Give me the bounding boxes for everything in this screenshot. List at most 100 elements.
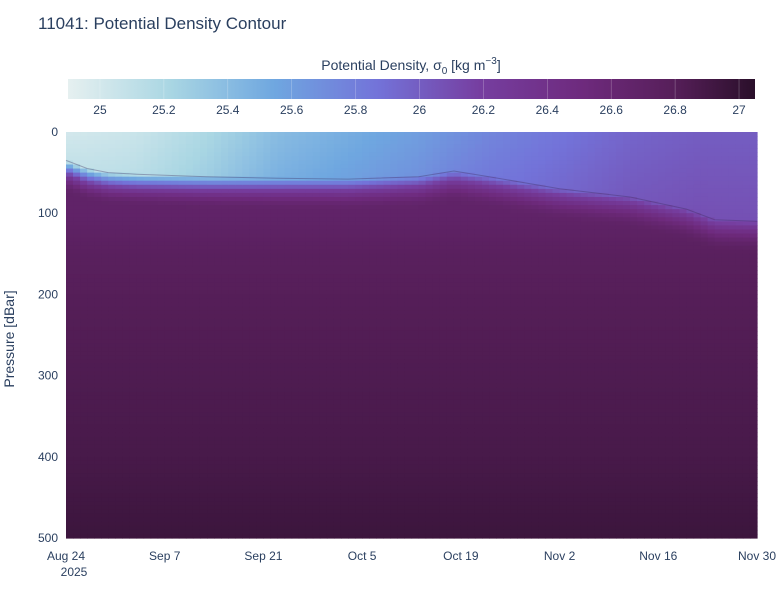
heatmap-cell [122, 428, 131, 434]
heatmap-cell [263, 485, 272, 490]
heatmap-cell [207, 213, 215, 218]
heatmap-cell [298, 367, 307, 373]
heatmap-cell [228, 270, 236, 275]
heatmap-cell [291, 473, 300, 478]
heatmap-cell [355, 172, 363, 178]
heatmap-cell [214, 412, 222, 417]
heatmap-cell [108, 493, 116, 498]
heatmap-cell [298, 196, 307, 202]
heatmap-cell [242, 225, 250, 231]
heatmap-cell [397, 464, 406, 470]
heatmap-cell [333, 192, 342, 198]
heatmap-cell [284, 481, 293, 486]
heatmap-cell [235, 489, 243, 494]
heatmap-cell [221, 335, 229, 340]
heatmap-cell [150, 375, 159, 381]
heatmap-cell [80, 306, 88, 312]
heatmap-cell [333, 188, 342, 194]
heatmap-cell [305, 132, 314, 137]
heatmap-cell [263, 367, 272, 373]
heatmap-cell [66, 367, 74, 373]
heatmap-cell [376, 521, 384, 527]
heatmap-cell [348, 432, 356, 438]
heatmap-cell [326, 468, 335, 474]
heatmap-cell [87, 481, 95, 486]
heatmap-cell [404, 201, 413, 206]
heatmap-cell [108, 241, 116, 247]
heatmap-cell [171, 513, 180, 519]
heatmap-cell [94, 424, 102, 429]
heatmap-cell [150, 367, 159, 373]
heatmap-cell [270, 184, 279, 190]
heatmap-cell [355, 521, 363, 527]
heatmap-cell [348, 420, 356, 425]
heatmap-cell [150, 395, 159, 401]
heatmap-cell [411, 261, 420, 267]
heatmap-cell [80, 343, 88, 348]
heatmap-cell [199, 164, 208, 170]
heatmap-cell [192, 464, 201, 470]
heatmap-cell [383, 505, 391, 511]
heatmap-cell [340, 379, 349, 385]
heatmap-cell [178, 339, 187, 344]
heatmap-cell [326, 481, 335, 486]
heatmap-cell [73, 237, 81, 243]
heatmap-cell [277, 180, 286, 186]
heatmap-cell [171, 339, 180, 344]
heatmap-cell [136, 314, 145, 320]
heatmap-cell [390, 497, 398, 503]
heatmap-cell [108, 168, 116, 174]
heatmap-cell [242, 286, 250, 291]
heatmap-cell [199, 209, 208, 214]
heatmap-cell [277, 448, 286, 454]
heatmap-cell [73, 497, 81, 503]
heatmap-cell [129, 456, 138, 462]
heatmap-cell [404, 229, 413, 235]
heatmap-cell [87, 399, 95, 405]
heatmap-cell [333, 164, 342, 170]
heatmap-cell [383, 525, 391, 531]
heatmap-cell [305, 278, 314, 283]
heatmap-cell [87, 265, 95, 271]
heatmap-cell [263, 180, 272, 186]
heatmap-cell [263, 412, 272, 417]
heatmap-cell [242, 302, 250, 308]
heatmap-cell [228, 306, 236, 312]
heatmap-cell [348, 424, 356, 429]
heatmap-cell [284, 225, 293, 231]
heatmap-cell [242, 391, 250, 397]
heatmap-cell [270, 172, 279, 178]
heatmap-cell [242, 497, 250, 503]
heatmap-cell [404, 343, 413, 348]
heatmap-cell [249, 237, 257, 243]
heatmap-cell [404, 485, 413, 490]
heatmap-cell [249, 339, 257, 344]
heatmap-cell [199, 473, 208, 478]
heatmap-cell [199, 148, 208, 153]
heatmap-cell [277, 379, 286, 385]
heatmap-cell [214, 460, 222, 466]
heatmap-cell [80, 436, 88, 442]
heatmap-cell [164, 473, 173, 478]
heatmap-cell [115, 355, 124, 360]
heatmap-cell [277, 359, 286, 365]
heatmap-cell [411, 192, 420, 198]
heatmap-cell [390, 375, 398, 381]
heatmap-cell [348, 452, 356, 458]
heatmap-cell [73, 355, 81, 360]
heatmap-cell [404, 497, 413, 503]
heatmap-cell [348, 387, 356, 393]
heatmap-cell [150, 335, 159, 340]
heatmap-cell [143, 278, 152, 283]
heatmap-cell [242, 140, 250, 145]
heatmap-cell [270, 270, 279, 275]
heatmap-cell [122, 440, 131, 446]
heatmap-cell [122, 436, 131, 442]
heatmap-cell [305, 448, 314, 454]
heatmap-cell [108, 148, 116, 153]
heatmap-cell [256, 274, 265, 279]
heatmap-cell [115, 473, 124, 478]
heatmap-cell [333, 314, 342, 320]
heatmap-cell [87, 424, 95, 429]
heatmap-cell [404, 176, 413, 182]
